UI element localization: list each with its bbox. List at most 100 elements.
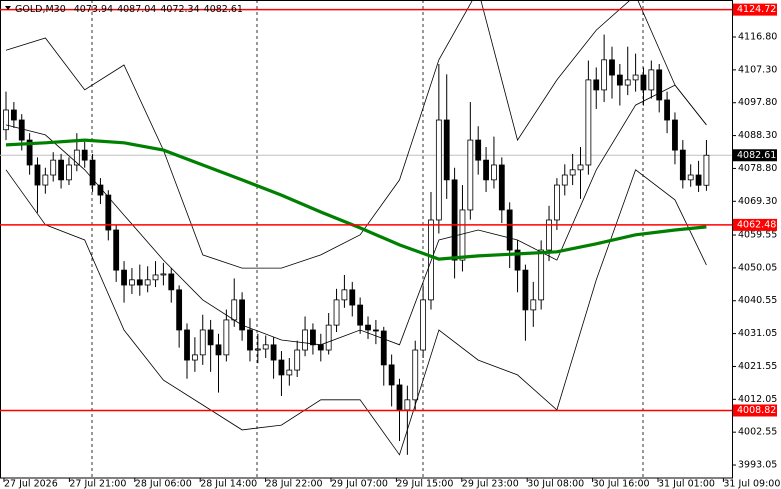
menu-arrow [5, 6, 11, 10]
candle-body [191, 354, 198, 361]
candle-body [168, 273, 175, 291]
candle-body [215, 344, 222, 356]
candle-body [459, 209, 466, 261]
candle-body [404, 399, 411, 411]
x-tick-label: 31 Jul 09:00 [723, 479, 780, 489]
candle-body [121, 269, 127, 286]
candle-body [703, 154, 710, 186]
indicator-line [5, 0, 707, 269]
level-tag [733, 3, 777, 16]
candle-body [514, 249, 521, 271]
candle-body [105, 194, 112, 231]
candle-body [262, 344, 269, 350]
candle-body [475, 139, 482, 161]
candle-body [554, 184, 560, 221]
x-tick-label: 27 Jul 21:00 [69, 479, 126, 489]
y-tick-label: 4069.30 [738, 196, 777, 207]
indicator-line [5, 84, 707, 346]
candle-body [81, 149, 88, 161]
candle-body [451, 179, 458, 261]
candle-body [184, 329, 190, 361]
candle-body [247, 329, 253, 351]
candle-body [538, 249, 545, 301]
candle-body [577, 164, 584, 171]
y-tick-label: 4088.30 [738, 130, 777, 141]
x-tick-label: 29 Jul 23:00 [462, 479, 519, 489]
candle-body [616, 74, 623, 86]
x-tick-label: 30 Jul 16:00 [593, 479, 650, 489]
candle-body [530, 299, 537, 311]
low: 4072.34 [160, 4, 199, 15]
candle-body [176, 289, 183, 331]
x-tick-label: 29 Jul 15:00 [396, 479, 453, 489]
candle-body [310, 329, 316, 346]
close: 4082.61 [204, 4, 243, 15]
candle-body [113, 229, 120, 271]
candle-body [388, 364, 395, 386]
candle-body [656, 69, 663, 101]
candle-body [522, 269, 529, 311]
candle-body [286, 369, 293, 376]
candle-body [420, 299, 427, 351]
indicator-line [5, 169, 707, 456]
candle-body [42, 174, 49, 186]
header: GOLD,M30 4073.94 4087.04 4072.34 4082.61 [15, 4, 243, 15]
candle-body [648, 69, 655, 91]
candle-body [231, 299, 238, 321]
candle-body [223, 319, 230, 356]
candle-body [569, 169, 576, 176]
candle-body [498, 164, 505, 211]
candle-body [687, 174, 694, 181]
candle-body [679, 149, 686, 181]
candle-body [664, 99, 670, 121]
candle-body [624, 79, 631, 86]
candle-body [3, 109, 9, 131]
candle-body [66, 164, 72, 181]
candle-body [609, 59, 615, 76]
y-tick-label: 4040.55 [738, 295, 777, 306]
candle-body [412, 349, 419, 401]
y-tick-label: 4116.80 [738, 32, 777, 43]
candle-body [672, 119, 678, 151]
y-tick-label: 4078.80 [738, 163, 777, 174]
level-label: 4062.48 [737, 219, 776, 230]
candle-body [561, 174, 568, 186]
candle-body [333, 299, 340, 326]
candle-body [546, 219, 552, 251]
candle-body [325, 324, 332, 351]
candle-body [89, 159, 96, 186]
x-tick-label: 31 Jul 01:00 [658, 479, 715, 489]
y-tick-label: 4050.05 [738, 262, 777, 273]
candle-body [34, 164, 41, 186]
candle-body [593, 79, 600, 91]
x-tick-label: 28 Jul 22:00 [266, 479, 323, 489]
y-tick-label: 3993.05 [738, 460, 777, 471]
candle-body [160, 273, 167, 276]
candle-body [341, 289, 348, 301]
candle-body [317, 344, 324, 351]
y-tick-label: 4097.80 [738, 97, 777, 108]
candle-body [349, 289, 356, 306]
x-tick-label: 30 Jul 08:00 [527, 479, 584, 489]
y-tick-label: 4002.55 [738, 427, 777, 438]
x-tick-label: 29 Jul 07:00 [331, 479, 388, 489]
level-tag [733, 404, 777, 417]
candle-body [50, 159, 57, 176]
level-label: 4008.82 [737, 405, 776, 416]
candle-body [152, 274, 159, 281]
candle-body [483, 159, 489, 181]
candle-body [199, 329, 206, 356]
y-tick-label: 4059.55 [738, 230, 777, 241]
candle-body [278, 359, 285, 376]
candle-body [207, 329, 214, 346]
candle-body [585, 79, 592, 166]
candle-body [428, 219, 434, 301]
candle-body [129, 279, 135, 286]
candle-body [136, 279, 143, 286]
axes: 4116.80 4107.30 4097.80 4088.30 4078.80 4069.… [3, 3, 780, 489]
level-label: 4124.72 [737, 4, 776, 15]
last-price-label: 4082.61 [737, 150, 776, 161]
candle-body [640, 74, 647, 91]
candle-body [506, 209, 513, 251]
candle-body [467, 139, 474, 211]
